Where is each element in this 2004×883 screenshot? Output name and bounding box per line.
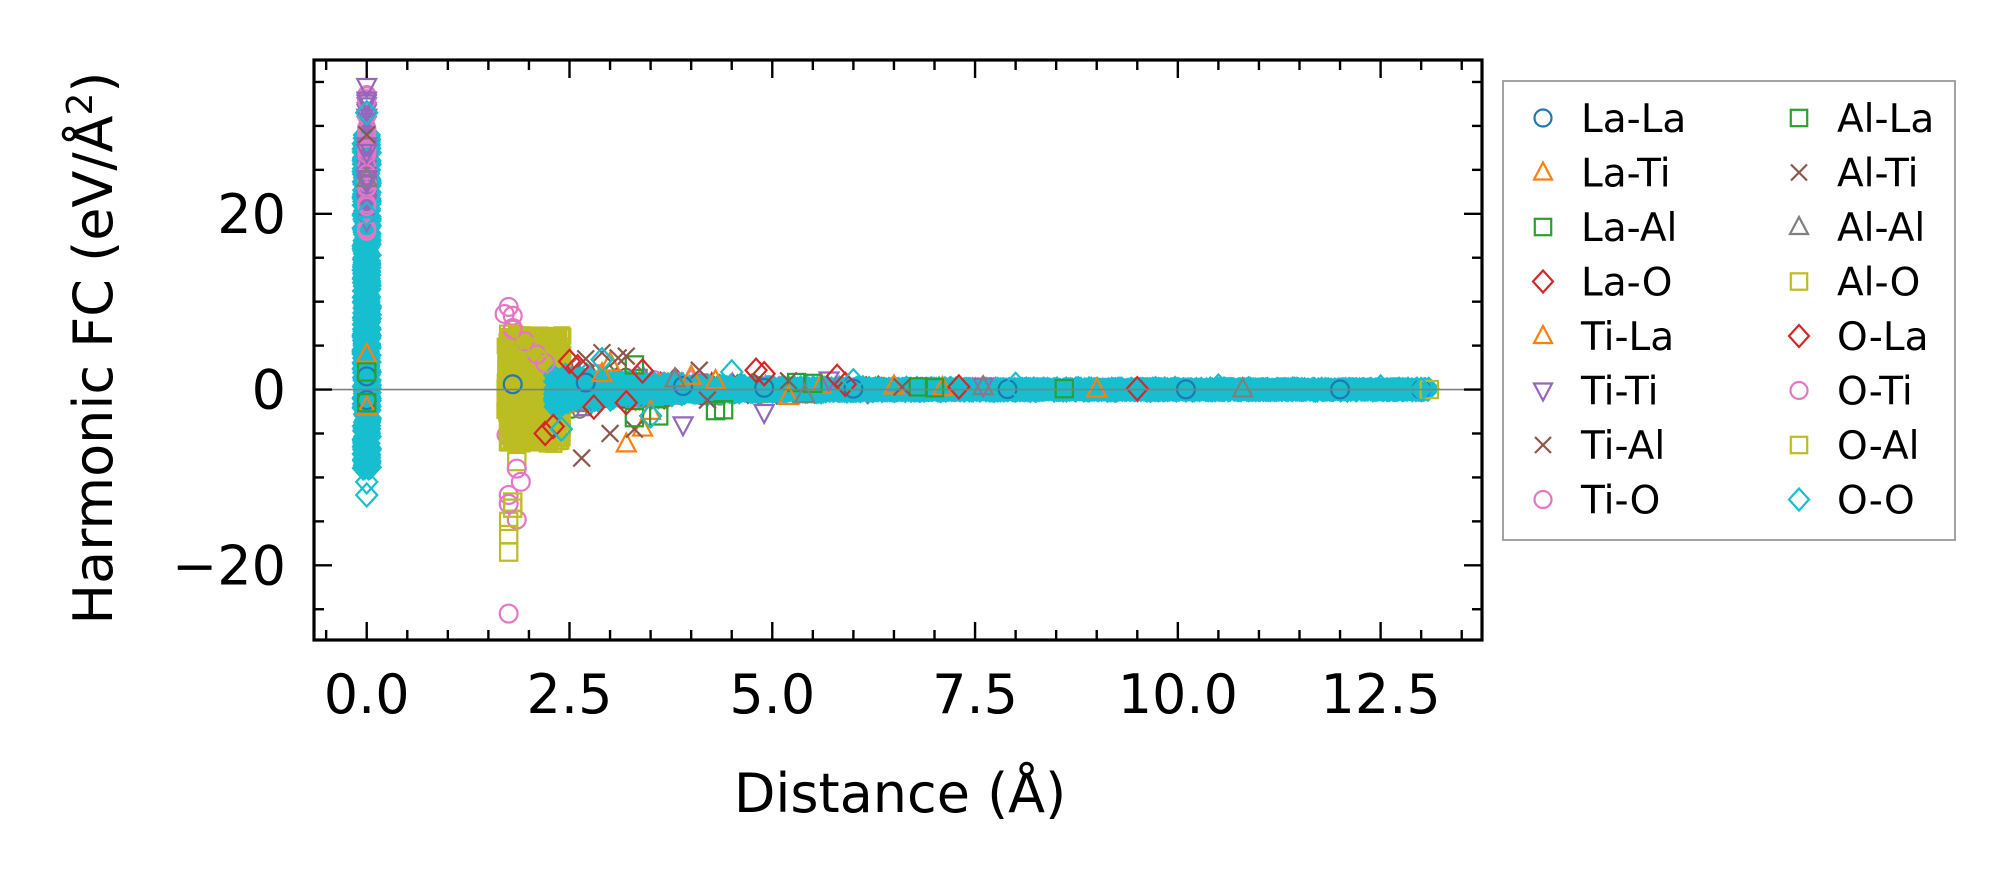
plot-area xyxy=(314,77,1482,624)
cloud-point xyxy=(499,405,517,423)
cloud-point xyxy=(532,434,550,452)
cloud-point xyxy=(511,407,529,425)
cloud-point xyxy=(524,412,542,429)
cloud-point xyxy=(516,394,534,412)
point-cloud xyxy=(351,84,1440,482)
